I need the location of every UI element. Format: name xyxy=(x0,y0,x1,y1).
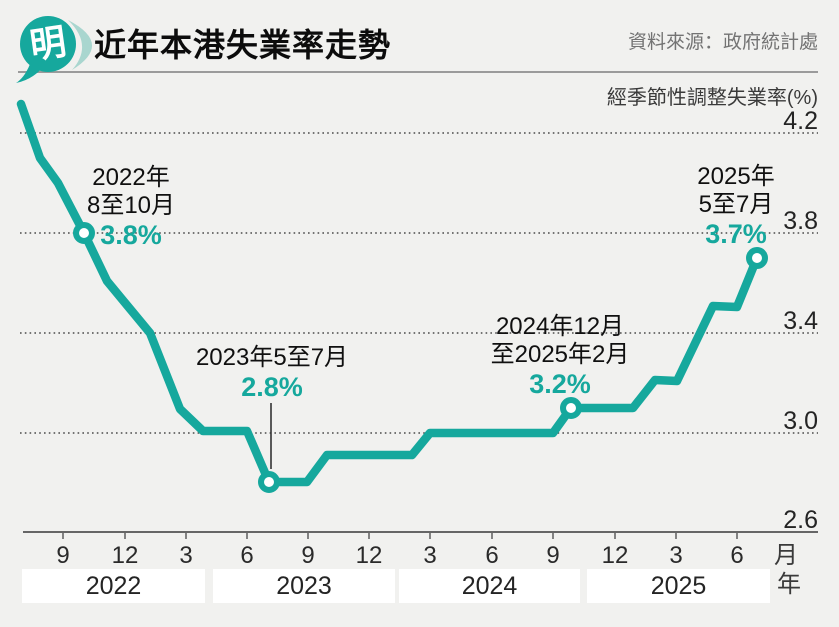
data-source: 資料來源：政府統計處 xyxy=(627,32,818,53)
page-title: 近年本港失業率走勢 xyxy=(94,27,392,63)
data-point-marker xyxy=(73,222,95,244)
data-point-marker xyxy=(258,471,280,493)
y-axis-title: 經季節性調整失業率(%) xyxy=(606,87,818,109)
unemployment-line xyxy=(16,99,762,487)
mingpao-logo: 明 xyxy=(16,16,93,83)
data-point-marker xyxy=(746,247,768,269)
logo-char: 明 xyxy=(27,21,69,68)
data-point-marker xyxy=(560,397,582,419)
logo-swoosh-icon xyxy=(68,20,93,70)
header-divider xyxy=(18,71,818,73)
logo-bubble-icon xyxy=(16,16,76,83)
